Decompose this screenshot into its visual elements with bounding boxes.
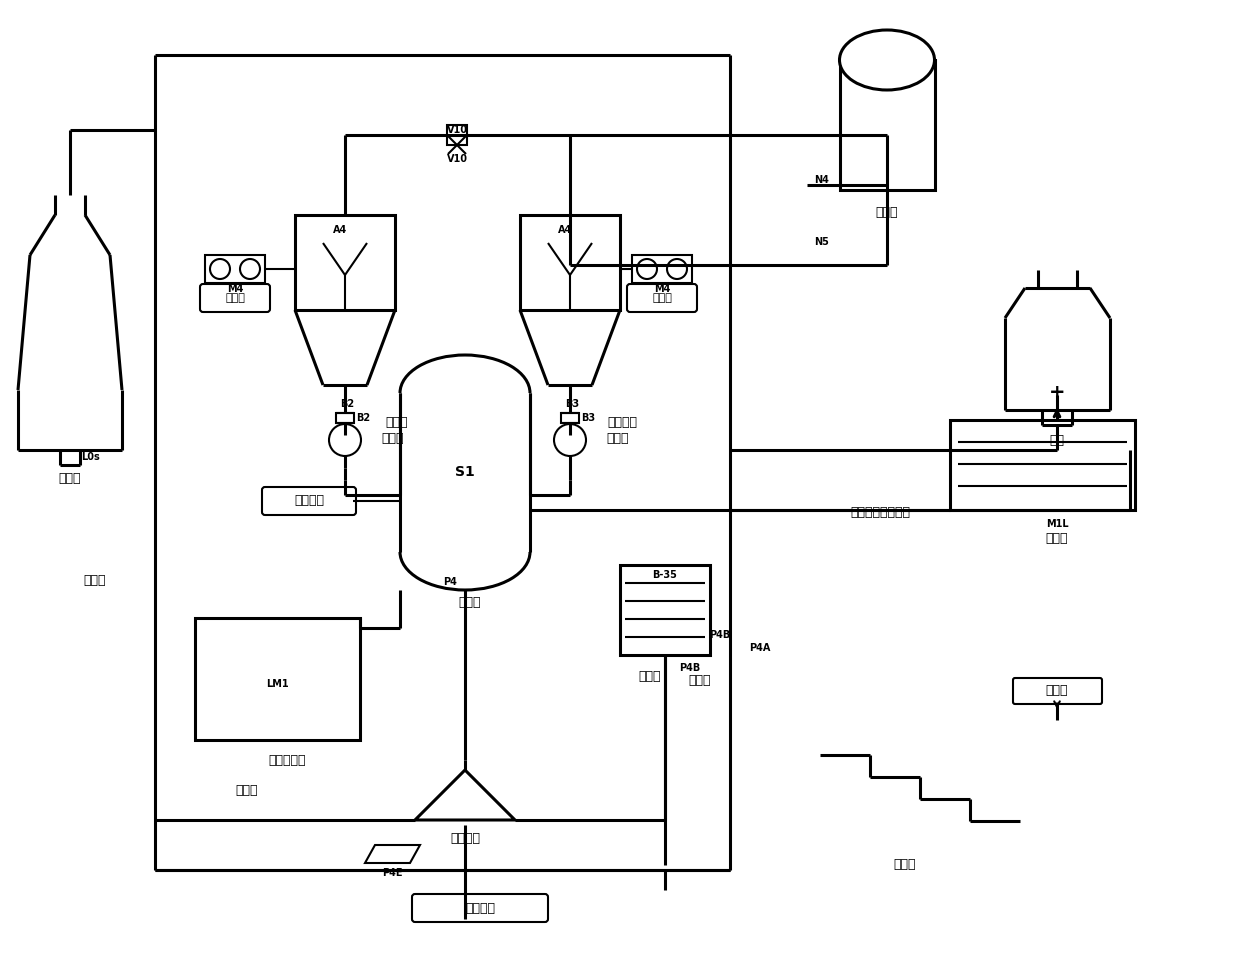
Text: 计量泵: 计量泵 (606, 432, 629, 446)
Text: B-35: B-35 (652, 570, 677, 580)
Bar (839, 60, 935, 190)
Text: 封闭陈化箱: 封闭陈化箱 (268, 753, 306, 767)
Text: V10: V10 (446, 125, 467, 135)
Text: P4B: P4B (680, 663, 701, 673)
Text: 氧化锌: 氧化锌 (386, 416, 408, 430)
Text: P4E: P4E (382, 868, 402, 878)
Text: 温控器: 温控器 (652, 293, 672, 303)
Text: 浓碱液: 浓碱液 (84, 574, 107, 586)
Text: M4: M4 (653, 284, 670, 294)
Text: LM1: LM1 (265, 679, 289, 689)
Circle shape (637, 259, 657, 279)
FancyBboxPatch shape (627, 284, 697, 312)
FancyBboxPatch shape (1013, 678, 1102, 704)
Circle shape (329, 424, 361, 456)
Bar (632, 255, 692, 283)
Text: M4: M4 (227, 284, 243, 294)
Bar (560, 413, 579, 423)
Polygon shape (415, 770, 515, 820)
Text: 反应釜: 反应釜 (459, 596, 481, 608)
Text: 干燥箱: 干燥箱 (1045, 531, 1068, 545)
Text: B2: B2 (356, 413, 370, 423)
Text: A4: A4 (558, 225, 572, 235)
Bar (205, 255, 265, 283)
Text: N4: N4 (815, 175, 830, 185)
Text: +: + (1049, 382, 1065, 402)
FancyBboxPatch shape (412, 894, 548, 922)
Bar (950, 420, 1135, 510)
Text: B3: B3 (565, 399, 579, 409)
Text: M1L: M1L (1045, 519, 1069, 529)
Bar (295, 215, 396, 310)
Text: 温控器: 温控器 (226, 293, 246, 303)
Text: 氢氧化钙: 氢氧化钙 (608, 416, 637, 430)
Bar (620, 565, 711, 655)
Circle shape (241, 259, 260, 279)
Text: L0s: L0s (81, 452, 99, 462)
Text: 洗涤干燥后锌酸钙: 洗涤干燥后锌酸钙 (849, 506, 910, 520)
FancyBboxPatch shape (262, 487, 356, 515)
Circle shape (554, 424, 587, 456)
Text: P4A: P4A (749, 643, 771, 653)
Text: 浓碱液: 浓碱液 (236, 783, 258, 797)
Text: 计量泵: 计量泵 (382, 432, 404, 446)
Circle shape (210, 259, 229, 279)
Text: 分散剂: 分散剂 (875, 206, 898, 218)
Text: N5: N5 (815, 237, 830, 247)
Circle shape (667, 259, 687, 279)
Text: 离心分离: 离心分离 (450, 831, 480, 845)
Bar (446, 125, 467, 145)
Bar (336, 413, 353, 423)
Text: B2: B2 (340, 399, 355, 409)
Text: V10: V10 (446, 154, 467, 164)
Text: 冷凝浓碱: 冷凝浓碱 (465, 901, 495, 915)
Text: A4: A4 (332, 225, 347, 235)
Text: P4B: P4B (709, 630, 730, 640)
Bar (195, 618, 360, 740)
Text: B3: B3 (580, 413, 595, 423)
Text: 破碎机: 破碎机 (1045, 684, 1068, 698)
Ellipse shape (839, 30, 935, 90)
Text: 旋振筛: 旋振筛 (894, 858, 916, 872)
Text: P4: P4 (443, 577, 456, 587)
FancyBboxPatch shape (200, 284, 270, 312)
Text: 水罐: 水罐 (1049, 433, 1064, 447)
Text: 洗涤水: 洗涤水 (639, 671, 661, 683)
Bar (520, 215, 620, 310)
Text: 储液罐: 储液罐 (58, 472, 82, 484)
Text: 冷凝水: 冷凝水 (688, 674, 712, 686)
Polygon shape (365, 845, 420, 863)
Text: S1: S1 (455, 465, 475, 479)
Text: 加热温控: 加热温控 (294, 495, 324, 507)
